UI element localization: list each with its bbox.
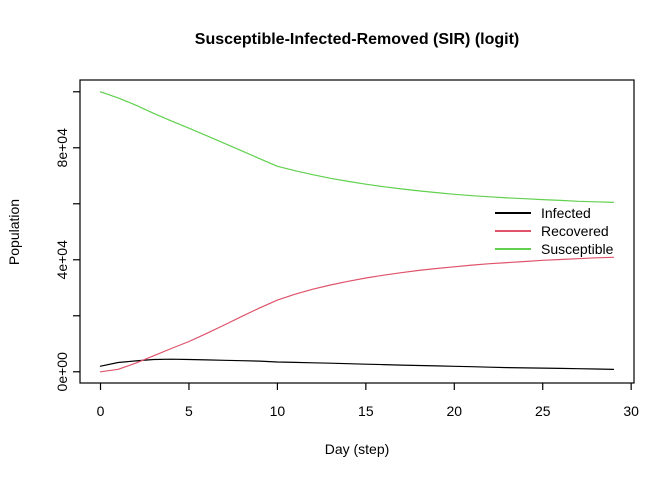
series-line-recovered bbox=[99, 256, 615, 373]
x-tick-label: 10 bbox=[270, 403, 286, 419]
y-tick-label: 8e+04 bbox=[54, 128, 70, 168]
legend-item-infected: Infected bbox=[495, 204, 613, 222]
legend: Infected Recovered Susceptible bbox=[495, 204, 613, 258]
legend-line-infected-icon bbox=[495, 212, 531, 214]
series-line-susceptible bbox=[99, 91, 615, 203]
x-tick-label: 30 bbox=[623, 403, 639, 419]
legend-label-recovered: Recovered bbox=[541, 223, 609, 239]
y-tick-label: 4e+04 bbox=[54, 240, 70, 280]
series-line-infected bbox=[99, 358, 615, 370]
x-tick-label: 15 bbox=[358, 403, 374, 419]
x-axis-title: Day (step) bbox=[324, 441, 390, 457]
legend-item-susceptible: Susceptible bbox=[495, 240, 613, 258]
y-axis-title: Population bbox=[6, 198, 22, 266]
legend-line-recovered-icon bbox=[495, 230, 531, 232]
plot-box bbox=[79, 79, 635, 384]
legend-line-susceptible-icon bbox=[495, 248, 531, 250]
x-tick-label: 0 bbox=[97, 403, 105, 419]
legend-label-infected: Infected bbox=[541, 205, 591, 221]
legend-label-susceptible: Susceptible bbox=[541, 241, 614, 257]
y-tick-label: 0e+00 bbox=[54, 352, 70, 392]
x-tick-label: 20 bbox=[446, 403, 462, 419]
x-tick-label: 25 bbox=[535, 403, 551, 419]
x-tick-label: 5 bbox=[185, 403, 193, 419]
chart-title: Susceptible-Infected-Removed (SIR) (logi… bbox=[194, 31, 520, 48]
legend-item-recovered: Recovered bbox=[495, 222, 613, 240]
